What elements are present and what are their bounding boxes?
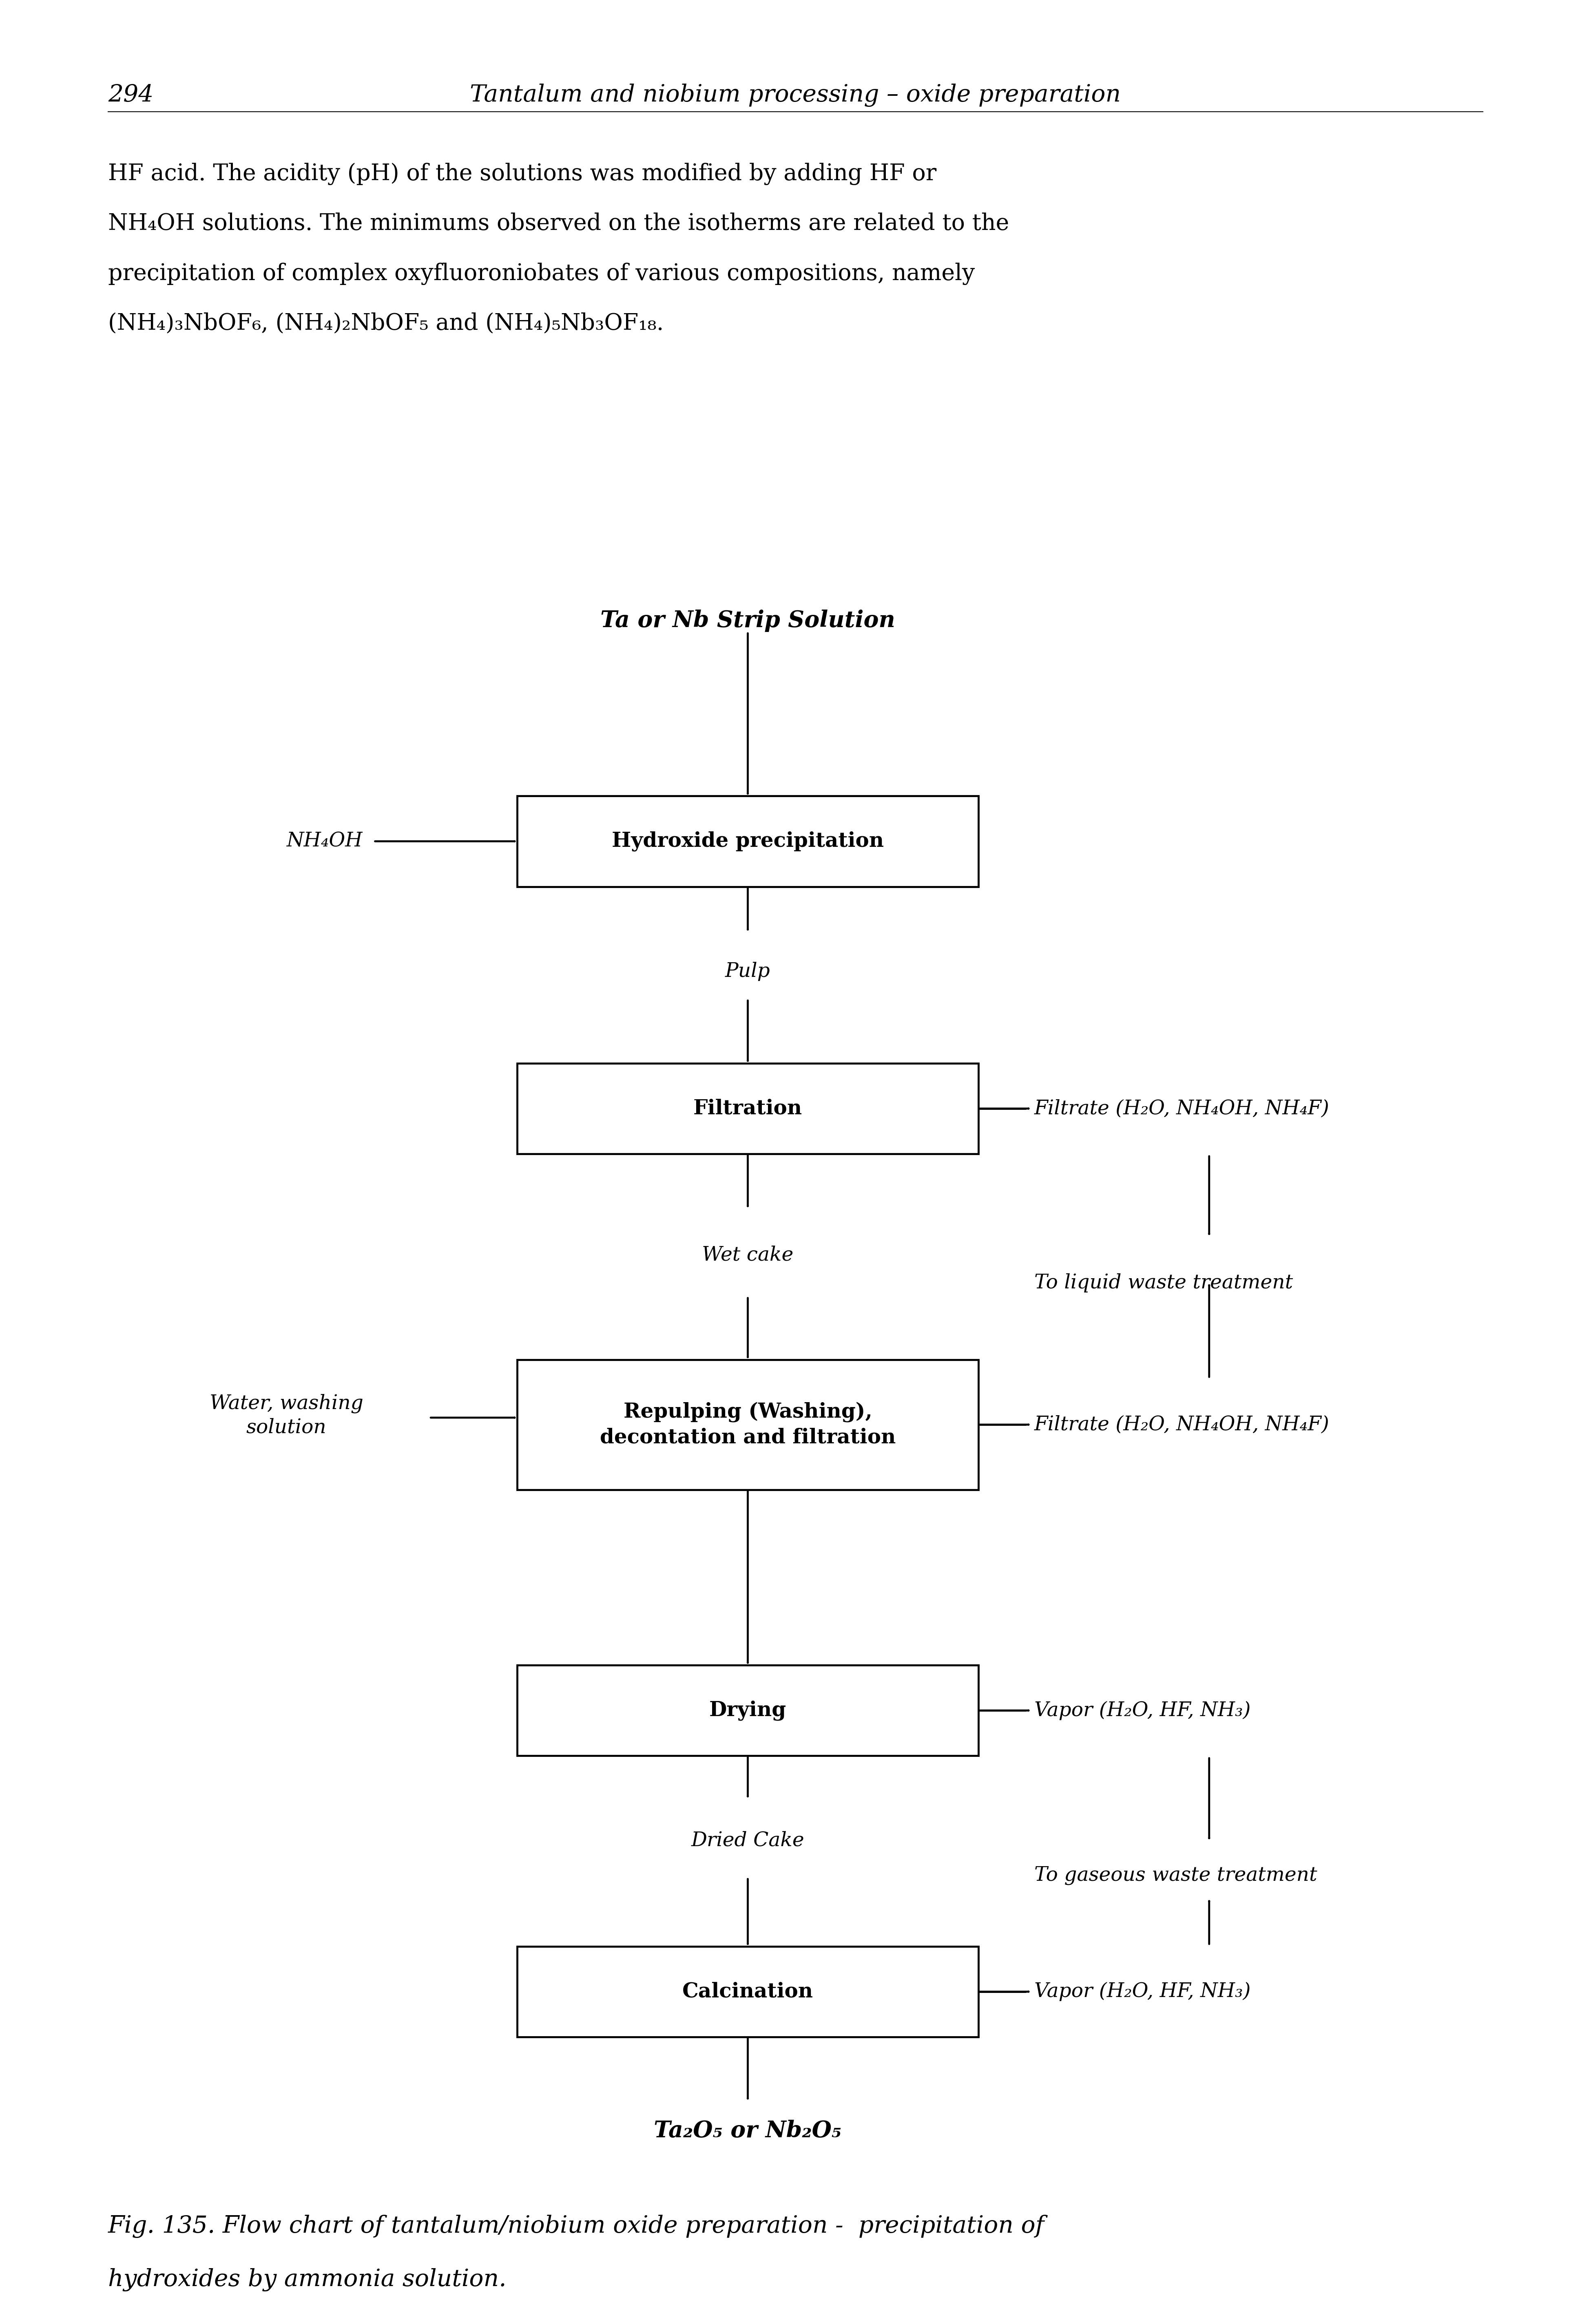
Text: Filtrate (H₂O, NH₄OH, NH₄F): Filtrate (H₂O, NH₄OH, NH₄F) xyxy=(1034,1415,1330,1434)
Text: NH₄OH: NH₄OH xyxy=(286,832,363,851)
Text: Pulp: Pulp xyxy=(725,962,770,981)
Text: Calcination: Calcination xyxy=(683,1982,813,2001)
Text: Dried Cake: Dried Cake xyxy=(690,1831,805,1850)
Text: Fig. 135. Flow chart of tantalum/niobium oxide preparation -  precipitation of: Fig. 135. Flow chart of tantalum/niobium… xyxy=(108,2215,1045,2238)
Text: Ta₂O₅ or Nb₂O₅: Ta₂O₅ or Nb₂O₅ xyxy=(654,2119,842,2143)
Text: Filtrate (H₂O, NH₄OH, NH₄F): Filtrate (H₂O, NH₄OH, NH₄F) xyxy=(1034,1099,1330,1118)
Text: To gaseous waste treatment: To gaseous waste treatment xyxy=(1034,1866,1317,1885)
Text: HF acid. The acidity (pH) of the solutions was modified by adding HF or: HF acid. The acidity (pH) of the solutio… xyxy=(108,163,937,186)
Text: Wet cake: Wet cake xyxy=(702,1246,794,1264)
Text: hydroxides by ammonia solution.: hydroxides by ammonia solution. xyxy=(108,2268,506,2291)
Text: 294: 294 xyxy=(108,84,154,107)
Text: Tantalum and niobium processing – oxide preparation: Tantalum and niobium processing – oxide … xyxy=(469,84,1122,107)
FancyBboxPatch shape xyxy=(517,1948,978,2036)
Text: Vapor (H₂O, HF, NH₃): Vapor (H₂O, HF, NH₃) xyxy=(1034,1701,1251,1720)
FancyBboxPatch shape xyxy=(517,1062,978,1153)
Text: Water, washing
solution: Water, washing solution xyxy=(210,1394,363,1436)
Text: Ta or Nb Strip Solution: Ta or Nb Strip Solution xyxy=(600,609,896,632)
Text: Hydroxide precipitation: Hydroxide precipitation xyxy=(611,832,885,851)
Text: To liquid waste treatment: To liquid waste treatment xyxy=(1034,1274,1293,1292)
Text: Vapor (H₂O, HF, NH₃): Vapor (H₂O, HF, NH₃) xyxy=(1034,1982,1251,2001)
Text: Repulping (Washing),
decontation and filtration: Repulping (Washing), decontation and fil… xyxy=(600,1401,896,1448)
Text: Filtration: Filtration xyxy=(694,1099,802,1118)
Text: (NH₄)₃NbOF₆, (NH₄)₂NbOF₅ and (NH₄)₅Nb₃OF₁₈.: (NH₄)₃NbOF₆, (NH₄)₂NbOF₅ and (NH₄)₅Nb₃OF… xyxy=(108,311,663,335)
FancyBboxPatch shape xyxy=(517,1360,978,1490)
Text: Drying: Drying xyxy=(710,1701,786,1720)
Text: precipitation of complex oxyfluoroniobates of various compositions, namely: precipitation of complex oxyfluoroniobat… xyxy=(108,263,975,286)
FancyBboxPatch shape xyxy=(517,795,978,885)
Text: NH₄OH solutions. The minimums observed on the isotherms are related to the: NH₄OH solutions. The minimums observed o… xyxy=(108,211,1009,235)
FancyBboxPatch shape xyxy=(517,1664,978,1757)
